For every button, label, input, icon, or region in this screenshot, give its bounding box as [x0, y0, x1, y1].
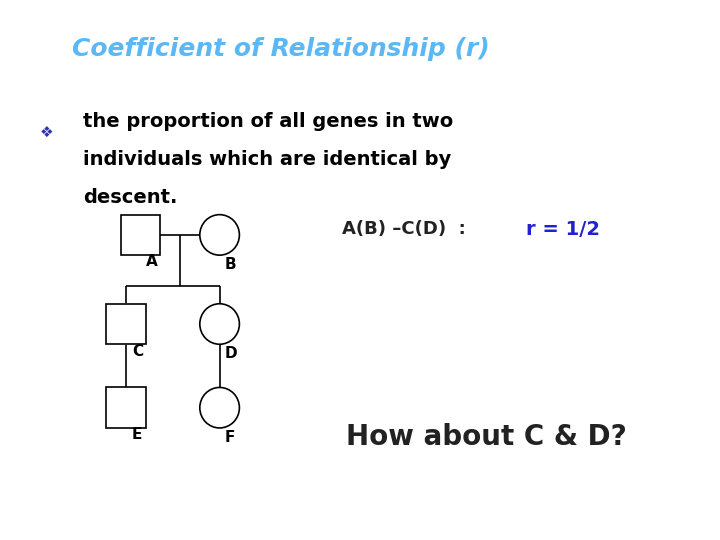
Text: B: B [225, 257, 236, 272]
Text: the proportion of all genes in two: the proportion of all genes in two [83, 112, 453, 131]
Text: A(B) –C(D)  :: A(B) –C(D) : [342, 220, 478, 239]
Text: individuals which are identical by: individuals which are identical by [83, 150, 451, 169]
Text: Coefficient of Relationship (r): Coefficient of Relationship (r) [72, 37, 490, 60]
Text: C: C [132, 343, 143, 359]
Bar [107, 303, 145, 345]
Text: How about C & D?: How about C & D? [346, 423, 626, 451]
Text: E: E [132, 427, 142, 442]
Ellipse shape [199, 215, 239, 255]
Text: A: A [146, 254, 158, 269]
Bar [121, 215, 160, 255]
Text: D: D [225, 346, 238, 361]
Bar [107, 388, 145, 428]
Ellipse shape [199, 303, 239, 345]
Text: descent.: descent. [83, 187, 177, 207]
Ellipse shape [199, 388, 239, 428]
Text: r = 1/2: r = 1/2 [526, 220, 600, 239]
Text: F: F [225, 430, 235, 445]
Text: ❖: ❖ [40, 125, 53, 140]
